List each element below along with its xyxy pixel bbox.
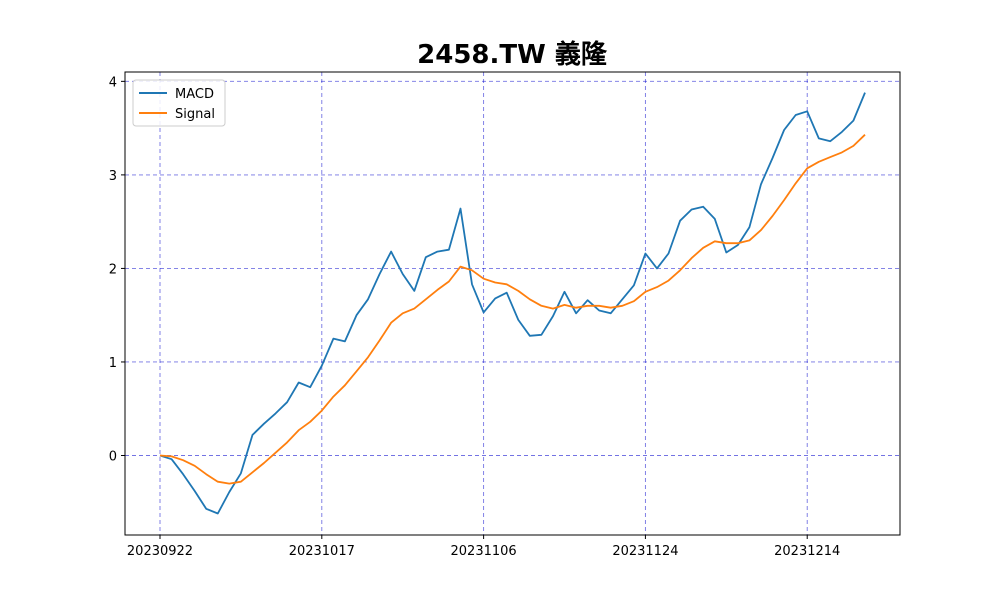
x-tick-label: 20231017 bbox=[289, 544, 355, 559]
legend-label-signal: Signal bbox=[175, 107, 215, 122]
series-line-macd bbox=[159, 92, 866, 515]
grid-layer bbox=[125, 72, 900, 535]
x-tick-label: 20231214 bbox=[774, 544, 840, 559]
y-tick-label: 4 bbox=[109, 75, 117, 90]
y-tick-label: 0 bbox=[109, 449, 117, 464]
x-tick-label: 20231106 bbox=[451, 544, 517, 559]
legend: MACD Signal bbox=[132, 79, 226, 127]
legend-label-macd: MACD bbox=[175, 87, 214, 102]
series-line-signal bbox=[159, 134, 866, 485]
x-tick-label: 20230922 bbox=[127, 544, 193, 559]
legend-box bbox=[132, 79, 226, 127]
y-tick-label: 3 bbox=[109, 169, 117, 184]
chart-title: 2458.TW 義隆 bbox=[417, 40, 608, 70]
y-tick-label: 2 bbox=[109, 262, 117, 277]
y-tick-label: 1 bbox=[109, 356, 117, 371]
x-tick-label: 20231124 bbox=[612, 544, 678, 559]
series-layer bbox=[159, 92, 866, 515]
plot-frame bbox=[124, 71, 901, 536]
axis-layer: 0 1 2 3 4 20230922 20231017 20231106 20231124 202… bbox=[109, 75, 841, 559]
